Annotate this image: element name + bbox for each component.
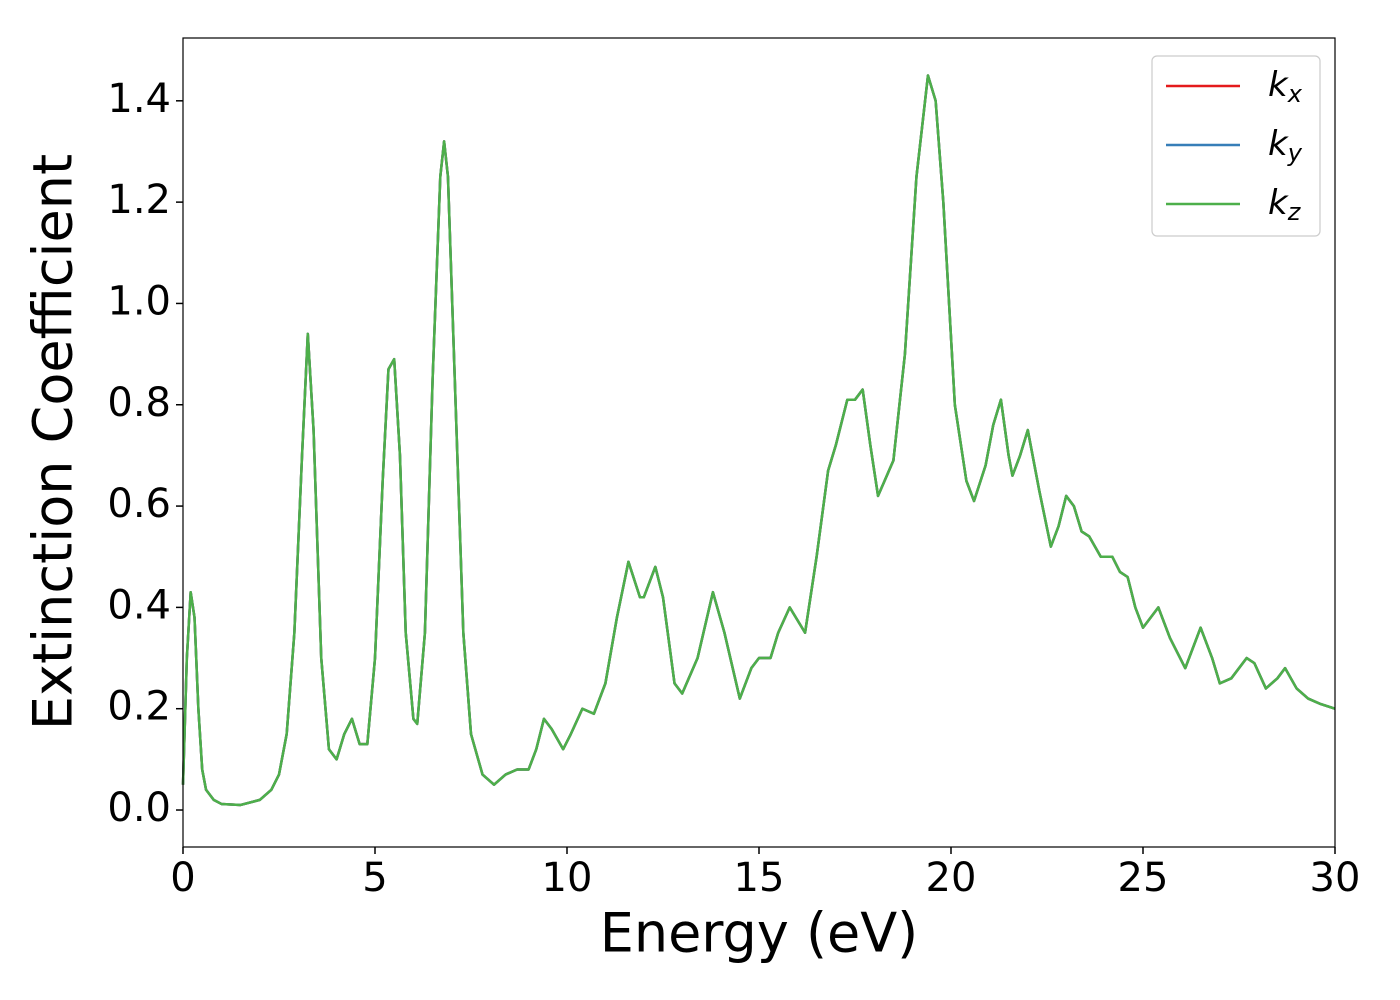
plot-frame — [182, 37, 1336, 848]
legend-label: kx — [1268, 65, 1303, 109]
x-tick-label: 20 — [926, 855, 977, 901]
x-tick-label: 5 — [362, 855, 387, 901]
x-tick-label: 0 — [170, 855, 195, 901]
y-tick-label: 0.0 — [107, 785, 171, 831]
y-tick-label: 0.4 — [107, 582, 171, 628]
y-tick-label: 1.2 — [107, 177, 171, 223]
legend-label: kz — [1268, 183, 1302, 227]
x-tick-label: 15 — [734, 855, 785, 901]
y-tick-label: 1.4 — [107, 76, 171, 122]
x-tick-label: 30 — [1310, 855, 1361, 901]
x-tick-label: 10 — [542, 855, 593, 901]
series-line — [181, 74, 1336, 807]
y-tick-label: 0.2 — [107, 684, 171, 730]
x-axis-label: Energy (eV) — [600, 902, 919, 965]
y-axis-label: Extinction Coefficient — [22, 154, 85, 730]
legend-label: ky — [1268, 124, 1303, 168]
x-tick-label: 25 — [1118, 855, 1169, 901]
y-tick-label: 0.8 — [107, 380, 171, 426]
y-tick-label: 1.0 — [107, 278, 171, 324]
y-tick-label: 0.6 — [107, 481, 171, 527]
